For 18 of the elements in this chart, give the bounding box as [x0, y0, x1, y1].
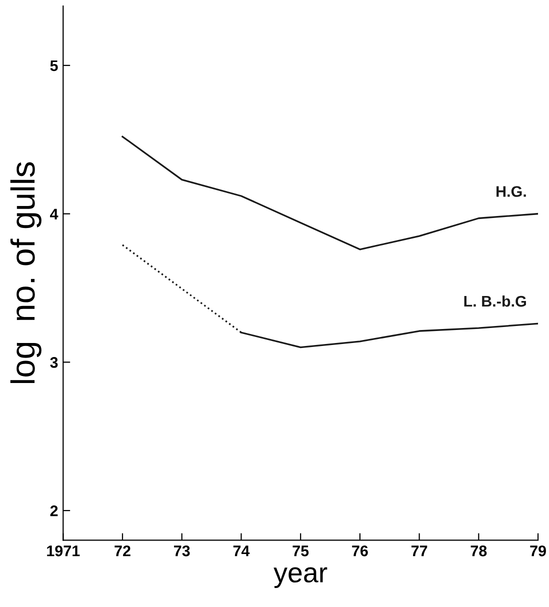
- x-tick-label: 75: [292, 546, 309, 556]
- y-axis-title: log no. of gulls: [10, 162, 42, 384]
- x-tick-label: 73: [174, 545, 190, 556]
- series-label: L. B.-b.G: [464, 295, 526, 307]
- line-series: [122, 136, 538, 250]
- x-tick-label: 74: [233, 546, 250, 556]
- x-tick-label: 77: [411, 546, 428, 556]
- y-tick-label: 3: [50, 357, 58, 368]
- x-tick-label: 1971: [47, 545, 80, 556]
- y-tick-label: 5: [50, 60, 58, 72]
- x-tick-label: 76: [352, 545, 368, 556]
- x-tick-label: 72: [114, 545, 130, 556]
- y-tick-label: 2: [50, 505, 58, 516]
- series-label: H.G.: [496, 186, 526, 197]
- x-tick-label: 79: [530, 545, 546, 556]
- y-tick-label: 4: [50, 208, 58, 220]
- x-axis-title: year: [274, 567, 328, 588]
- x-tick-label: 78: [470, 545, 487, 556]
